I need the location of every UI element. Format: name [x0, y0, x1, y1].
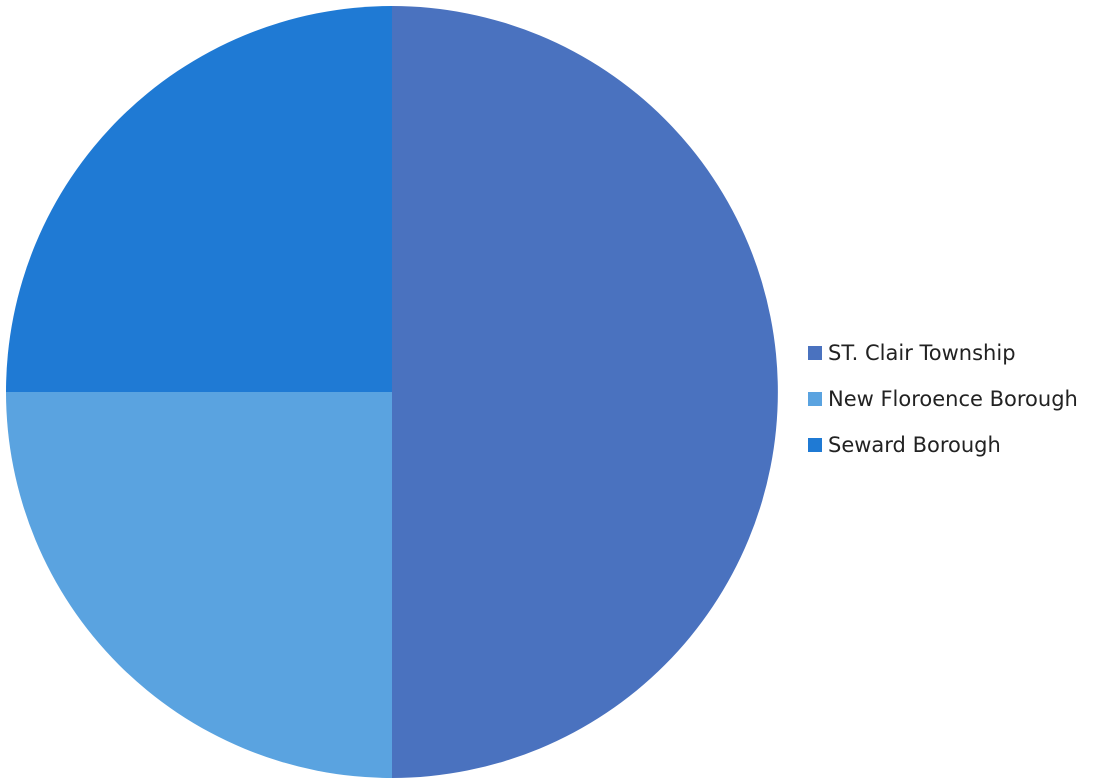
- legend-item-seward-borough: Seward Borough: [808, 422, 1078, 468]
- legend-swatch: [808, 392, 822, 406]
- legend-swatch: [808, 346, 822, 360]
- pie-slice-st-clair-township: [392, 6, 778, 778]
- pie-slices: [6, 6, 778, 778]
- pie-slice-new-floroence-borough: [6, 392, 392, 778]
- legend-label: New Floroence Borough: [828, 387, 1078, 411]
- legend-item-new-floroence-borough: New Floroence Borough: [808, 376, 1078, 422]
- legend-label: ST. Clair Township: [828, 341, 1016, 365]
- legend: ST. Clair Township New Floroence Borough…: [808, 330, 1078, 468]
- pie-slice-seward-borough: [6, 6, 392, 392]
- legend-label: Seward Borough: [828, 433, 1001, 457]
- legend-swatch: [808, 438, 822, 452]
- legend-item-st-clair-township: ST. Clair Township: [808, 330, 1078, 376]
